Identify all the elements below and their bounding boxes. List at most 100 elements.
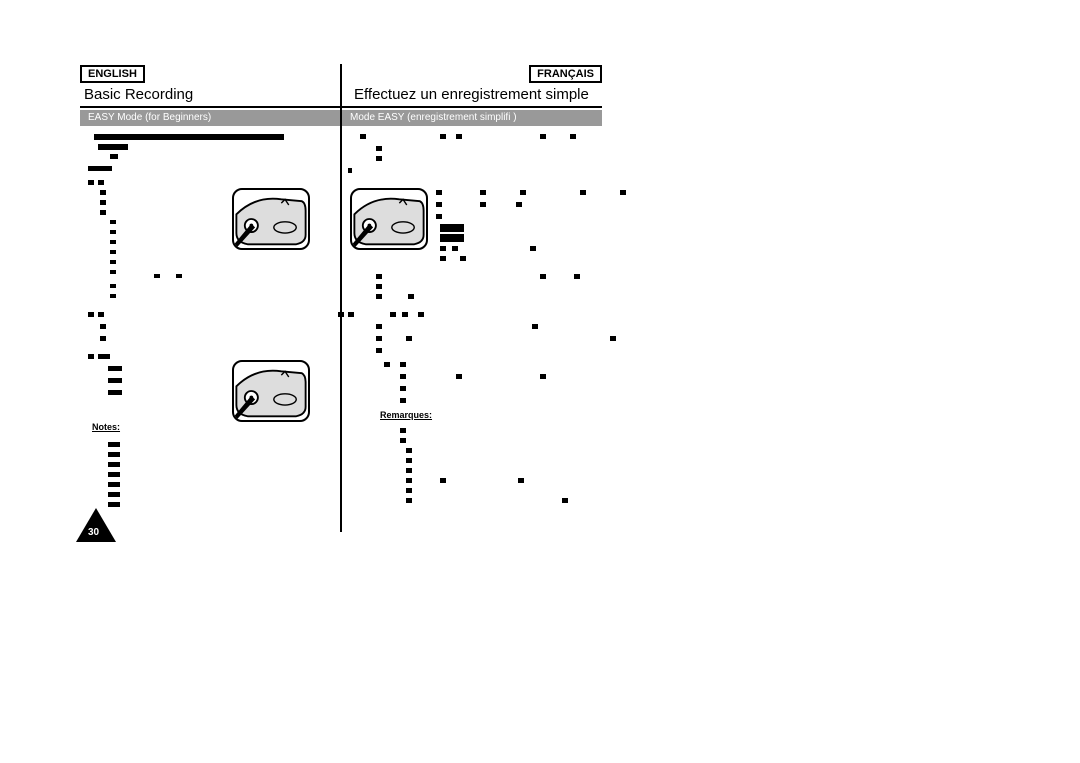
text-glyph xyxy=(98,312,104,317)
text-glyph xyxy=(406,448,412,453)
text-glyph xyxy=(360,134,366,139)
text-glyph xyxy=(440,224,464,232)
text-glyph xyxy=(440,478,446,483)
text-glyph xyxy=(418,312,424,317)
text-glyph xyxy=(110,294,116,298)
title-rule xyxy=(80,106,340,108)
text-glyph xyxy=(406,336,412,341)
text-glyph xyxy=(100,210,106,215)
text-glyph xyxy=(100,200,106,205)
text-glyph xyxy=(436,214,442,219)
text-glyph xyxy=(480,202,486,207)
text-glyph xyxy=(110,260,116,264)
language-badge-english: ENGLISH xyxy=(80,64,145,83)
text-glyph xyxy=(376,284,382,289)
text-glyph xyxy=(110,240,116,244)
language-badge-french: FRANÇAIS xyxy=(529,64,602,83)
text-glyph xyxy=(100,190,106,195)
text-glyph xyxy=(88,354,94,359)
text-glyph xyxy=(376,156,382,161)
text-glyph xyxy=(100,324,106,329)
text-glyph xyxy=(108,462,120,467)
notes-label-french: Remarques: xyxy=(380,410,432,420)
text-glyph xyxy=(520,190,526,195)
text-glyph xyxy=(440,246,446,251)
text-glyph xyxy=(400,428,406,433)
text-glyph xyxy=(436,190,442,195)
text-glyph xyxy=(110,230,116,234)
text-glyph xyxy=(436,202,442,207)
text-glyph xyxy=(540,374,546,379)
text-glyph xyxy=(108,442,120,447)
text-glyph xyxy=(440,134,446,139)
text-glyph xyxy=(400,438,406,443)
text-glyph xyxy=(406,468,412,473)
text-glyph xyxy=(98,180,104,185)
page-number: 30 xyxy=(88,527,99,538)
subheading-french: Mode EASY (enregistrement simplifi ) xyxy=(342,110,602,126)
text-glyph xyxy=(390,312,396,317)
text-glyph xyxy=(384,362,390,367)
text-glyph xyxy=(540,274,546,279)
text-glyph xyxy=(400,362,406,367)
text-glyph xyxy=(108,472,120,477)
text-glyph xyxy=(406,478,412,483)
section-title-french: Effectuez un enregistrement simple xyxy=(350,86,593,103)
text-glyph xyxy=(460,256,466,261)
text-glyph xyxy=(110,220,116,224)
text-glyph xyxy=(580,190,586,195)
text-glyph xyxy=(108,482,120,487)
section-title-english: Basic Recording xyxy=(80,86,197,103)
text-glyph xyxy=(456,374,462,379)
text-glyph xyxy=(376,324,382,329)
subheading-english: EASY Mode (for Beginners) xyxy=(80,110,340,126)
text-glyph xyxy=(376,294,382,299)
text-glyph xyxy=(110,250,116,254)
text-glyph xyxy=(376,348,382,353)
text-glyph xyxy=(402,312,408,317)
text-glyph xyxy=(400,398,406,403)
text-glyph xyxy=(108,492,120,497)
text-glyph xyxy=(540,134,546,139)
text-glyph xyxy=(376,336,382,341)
manual-page: ENGLISH Basic Recording EASY Mode (for B… xyxy=(80,64,601,532)
text-glyph xyxy=(530,246,536,251)
text-glyph xyxy=(88,312,94,317)
text-glyph xyxy=(98,354,110,359)
text-glyph xyxy=(400,386,406,391)
illustration-camcorder-1 xyxy=(232,188,310,250)
text-glyph xyxy=(94,134,284,140)
text-glyph xyxy=(108,502,120,507)
text-glyph xyxy=(516,202,522,207)
text-glyph xyxy=(154,274,160,278)
text-glyph xyxy=(400,374,406,379)
text-glyph xyxy=(406,488,412,493)
text-glyph xyxy=(338,312,344,317)
text-glyph xyxy=(98,144,128,150)
illustration-camcorder-3 xyxy=(232,360,310,422)
text-glyph xyxy=(532,324,538,329)
text-glyph xyxy=(610,336,616,341)
text-glyph xyxy=(376,274,382,279)
illustration-camcorder-2 xyxy=(350,188,428,250)
language-label: ENGLISH xyxy=(80,65,145,83)
text-glyph xyxy=(176,274,182,278)
text-glyph xyxy=(376,146,382,151)
text-glyph xyxy=(88,180,94,185)
text-glyph xyxy=(574,274,580,279)
text-glyph xyxy=(108,452,120,457)
text-glyph xyxy=(100,336,106,341)
text-glyph xyxy=(110,284,116,288)
text-glyph xyxy=(408,294,414,299)
text-glyph xyxy=(440,234,464,242)
text-glyph xyxy=(518,478,524,483)
text-glyph xyxy=(620,190,626,195)
text-glyph xyxy=(108,378,122,383)
notes-label-english: Notes: xyxy=(92,422,120,432)
text-glyph xyxy=(480,190,486,195)
text-glyph xyxy=(108,390,122,395)
text-glyph xyxy=(406,458,412,463)
text-glyph xyxy=(440,256,446,261)
text-glyph xyxy=(406,498,412,503)
title-rule xyxy=(342,106,602,108)
